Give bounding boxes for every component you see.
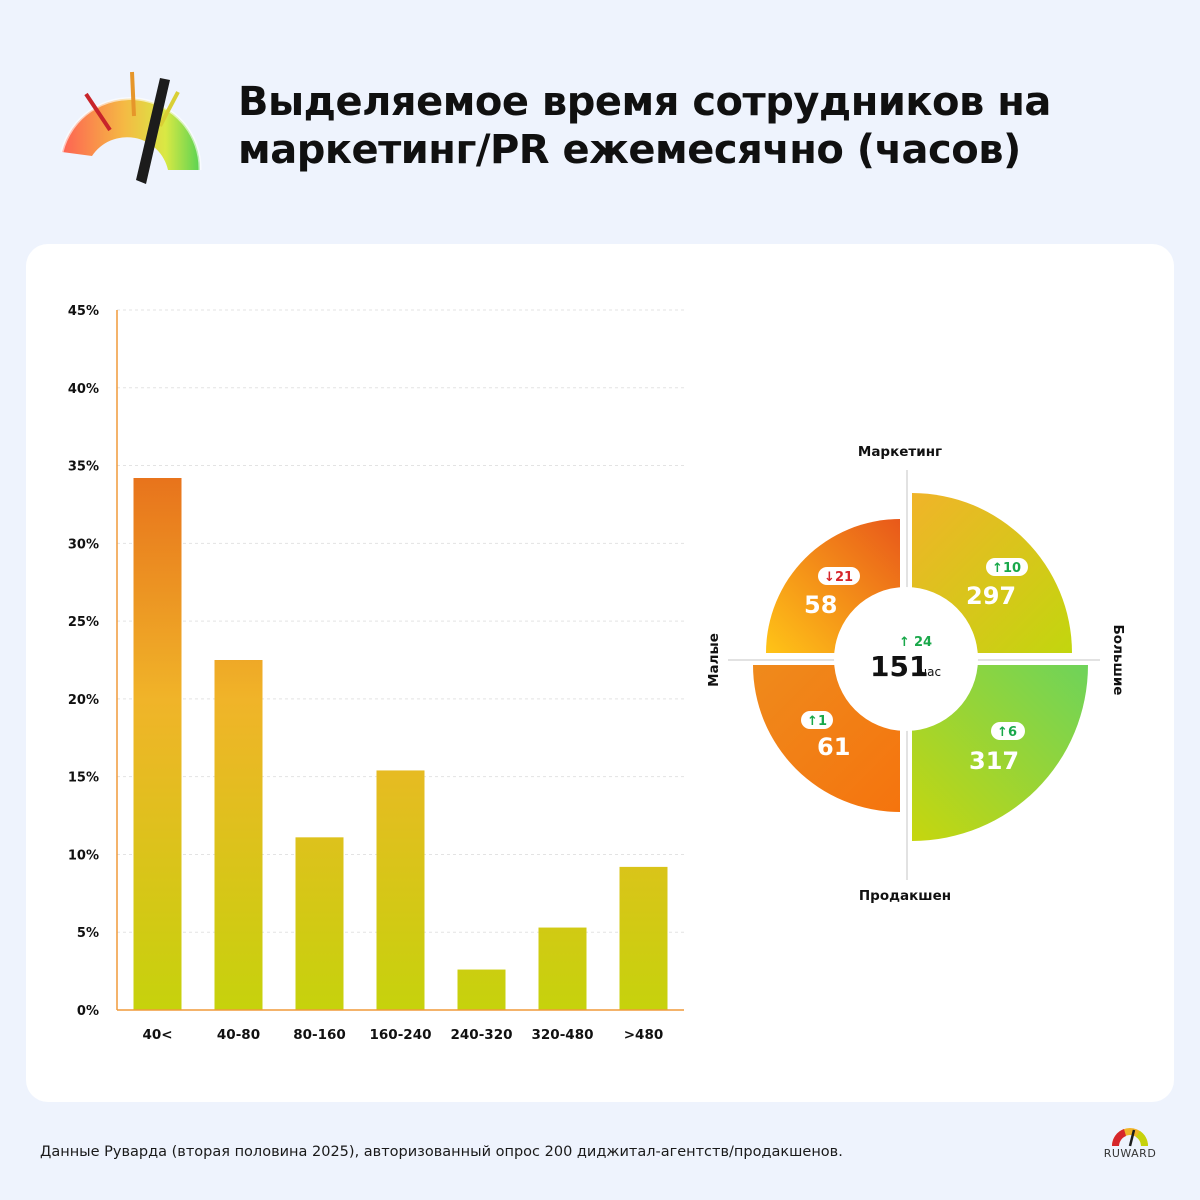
bar bbox=[538, 927, 587, 1010]
delta-pill-top-left bbox=[818, 567, 860, 585]
title-line-1: Выделяемое время сотрудников на bbox=[238, 79, 1051, 125]
delta-pill-top-right bbox=[986, 558, 1028, 576]
ruward-logo-icon bbox=[1112, 1128, 1148, 1147]
bar bbox=[619, 866, 668, 1010]
x-category-label: 240-320 bbox=[451, 1027, 513, 1043]
center-circle bbox=[834, 587, 978, 731]
value-bottom-left: 61 bbox=[817, 733, 850, 761]
arrow-down-icon: ↓ bbox=[824, 570, 835, 585]
delta-pill-bottom-left bbox=[801, 711, 833, 729]
x-category-label: 80-160 bbox=[293, 1027, 346, 1043]
x-category-label: 320-480 bbox=[532, 1027, 594, 1043]
y-tick-label: 10% bbox=[68, 848, 99, 863]
y-tick-label: 5% bbox=[77, 926, 99, 941]
y-tick-label: 15% bbox=[68, 771, 99, 786]
x-category-label: 160-240 bbox=[370, 1027, 432, 1043]
y-tick-label: 30% bbox=[68, 537, 99, 552]
arrow-up-icon: ↑ bbox=[997, 725, 1008, 740]
page-title: Выделяемое время сотрудников на маркетин… bbox=[238, 78, 1138, 174]
delta-top-right: 10 bbox=[1003, 561, 1021, 576]
bar bbox=[376, 770, 425, 1010]
axis-label-left: Малые bbox=[706, 633, 722, 687]
bar bbox=[295, 837, 344, 1010]
delta-bottom-left: 1 bbox=[818, 714, 827, 729]
bar bbox=[457, 969, 506, 1010]
brand-name: RUWARD bbox=[1103, 1147, 1157, 1160]
y-tick-label: 40% bbox=[68, 382, 99, 397]
delta-bottom-right: 6 bbox=[1008, 725, 1017, 740]
center-unit: час bbox=[920, 665, 941, 679]
y-tick-label: 45% bbox=[68, 304, 99, 319]
delta-top-left: 21 bbox=[835, 570, 853, 585]
value-top-left: 58 bbox=[804, 591, 837, 619]
y-tick-label: 20% bbox=[68, 693, 99, 708]
arrow-up-icon: ↑ bbox=[807, 714, 818, 729]
arrow-up-icon: ↑ bbox=[899, 635, 910, 650]
y-tick-label: 0% bbox=[77, 1004, 99, 1019]
delta-pill-bottom-right bbox=[991, 722, 1025, 740]
axis-label-top: Маркетинг bbox=[858, 444, 942, 460]
x-category-label: 40-80 bbox=[217, 1027, 260, 1043]
data-source-note: Данные Руварда (вторая половина 2025), а… bbox=[40, 1144, 843, 1160]
y-tick-label: 25% bbox=[68, 615, 99, 630]
x-category-label: 40< bbox=[142, 1027, 172, 1043]
y-tick-label: 35% bbox=[68, 460, 99, 475]
center-value: 151 bbox=[870, 650, 928, 683]
speedometer-gauge-icon bbox=[60, 71, 202, 184]
bar bbox=[214, 660, 263, 1010]
title-line-2: маркетинг/PR ежемесячно (часов) bbox=[238, 127, 1021, 173]
bar bbox=[133, 478, 182, 1010]
value-bottom-right: 317 bbox=[969, 747, 1019, 775]
value-top-right: 297 bbox=[966, 582, 1016, 610]
quadrant-chart: Маркетинг Продакшен Малые Большие ↓ 21 5… bbox=[706, 444, 1126, 904]
x-category-label: >480 bbox=[624, 1027, 664, 1043]
center-delta: 24 bbox=[914, 635, 932, 650]
arrow-up-icon: ↑ bbox=[992, 561, 1003, 576]
axis-label-right: Большие bbox=[1110, 625, 1126, 696]
hours-distribution-bar-chart: 0% 5% 10% 15% 20% 25% 30% 35% 40% 45% 40< 40-80 80-… bbox=[68, 304, 684, 1043]
axis-label-bottom: Продакшен bbox=[859, 888, 951, 904]
